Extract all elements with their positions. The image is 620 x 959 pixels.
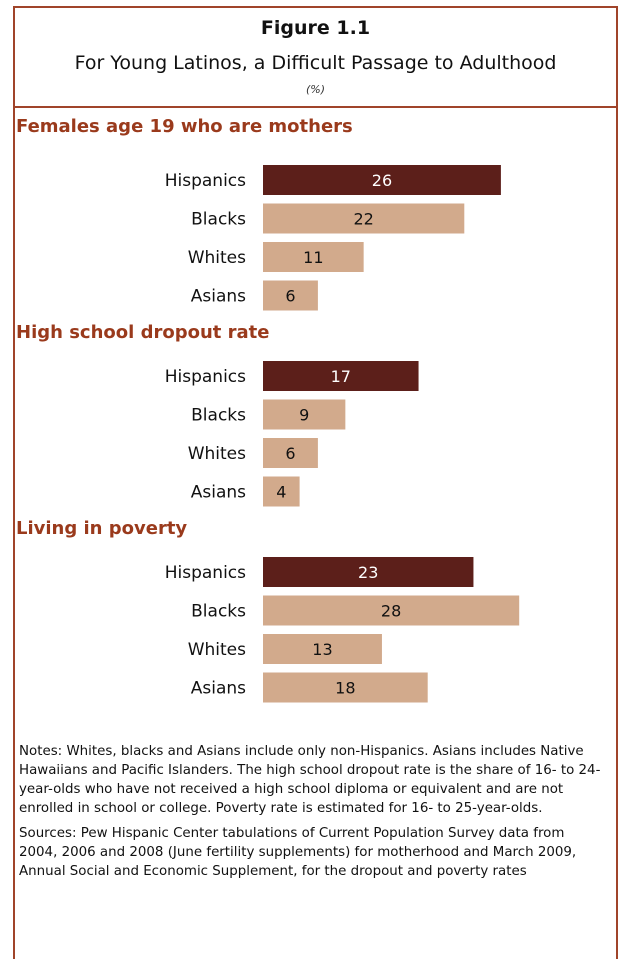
figure-title: Figure 1.1 xyxy=(260,17,371,39)
value-label-dropout-hispanics: 17 xyxy=(331,367,351,386)
category-label-dropout-asians: Asians xyxy=(191,483,246,503)
value-label-poverty-hispanics: 23 xyxy=(358,563,378,582)
bar-poverty-blacks xyxy=(263,595,520,626)
value-label-mothers-asians: 6 xyxy=(285,287,295,306)
notes-text: Notes: Whites, blacks and Asians include… xyxy=(19,744,601,816)
value-label-poverty-whites: 13 xyxy=(312,640,332,659)
bar-poverty-asians xyxy=(263,672,428,703)
bar-dropout-blacks xyxy=(263,399,346,430)
value-label-dropout-blacks: 9 xyxy=(299,406,309,425)
bar-mothers-hispanics xyxy=(263,165,501,195)
section-title-mothers: Females age 19 who are mothers xyxy=(16,116,353,137)
bar-poverty-whites xyxy=(263,634,382,664)
category-label-poverty-asians: Asians xyxy=(191,679,246,699)
notes-block: Notes: Whites, blacks and Asians include… xyxy=(19,742,604,887)
bar-poverty-hispanics xyxy=(263,557,474,587)
value-label-mothers-blacks: 22 xyxy=(353,210,373,229)
category-label-dropout-whites: Whites xyxy=(188,444,246,464)
category-label-poverty-hispanics: Hispanics xyxy=(165,563,246,583)
figure-unit: (%) xyxy=(305,83,326,96)
section-title-poverty: Living in poverty xyxy=(16,518,188,539)
category-label-mothers-asians: Asians xyxy=(191,287,246,307)
category-label-mothers-hispanics: Hispanics xyxy=(165,171,246,191)
bar-dropout-asians xyxy=(263,476,300,507)
figure-frame: Figure 1.1 For Young Latinos, a Difficul… xyxy=(13,6,618,959)
category-label-mothers-whites: Whites xyxy=(188,248,246,268)
bar-mothers-blacks xyxy=(263,203,465,234)
value-label-mothers-hispanics: 26 xyxy=(372,171,392,190)
figure-subtitle: For Young Latinos, a Difficult Passage t… xyxy=(74,52,557,74)
value-label-poverty-asians: 18 xyxy=(335,679,355,698)
figure-header: Figure 1.1 For Young Latinos, a Difficul… xyxy=(15,8,616,108)
bar-mothers-whites xyxy=(263,242,364,272)
category-label-dropout-blacks: Blacks xyxy=(191,406,246,426)
bar-dropout-hispanics xyxy=(263,361,419,391)
category-label-poverty-blacks: Blacks xyxy=(191,602,246,622)
bar-charts: Hispanics 26 Blacks 22 Whites 11 Asians 6 Hispan… xyxy=(165,165,520,703)
value-label-mothers-whites: 11 xyxy=(303,248,323,267)
bar-mothers-asians xyxy=(263,280,318,311)
category-label-dropout-hispanics: Hispanics xyxy=(165,367,246,387)
bar-dropout-whites xyxy=(263,438,318,468)
value-label-dropout-asians: 4 xyxy=(276,483,286,502)
category-label-poverty-whites: Whites xyxy=(188,640,246,660)
value-label-poverty-blacks: 28 xyxy=(381,602,401,621)
category-label-mothers-blacks: Blacks xyxy=(191,210,246,230)
section-title-dropout: High school dropout rate xyxy=(16,322,270,343)
value-label-dropout-whites: 6 xyxy=(285,444,295,463)
sources-text: Sources: Pew Hispanic Center tabulations… xyxy=(19,826,577,879)
